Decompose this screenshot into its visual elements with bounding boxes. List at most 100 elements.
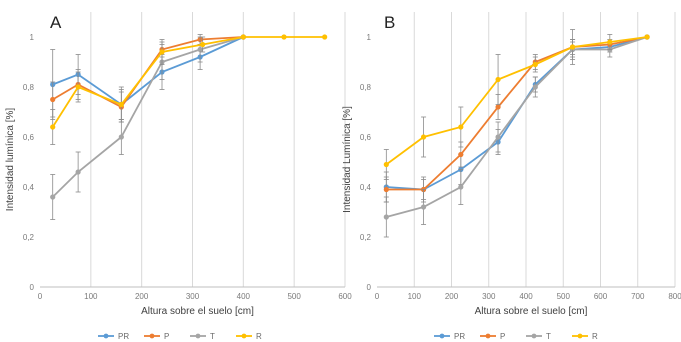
data-point [281, 34, 287, 40]
legend-label: PR [118, 332, 129, 341]
chart-panel-a: 0 100 200 300 400 500 600 0 0,2 0,4 0,6 0,8 1 Altura … [5, 12, 352, 341]
legend-item-p: P [144, 332, 169, 341]
y-tick-label: 1 [367, 33, 372, 42]
data-point [118, 101, 124, 108]
data-point [159, 49, 165, 55]
legend-label: R [592, 332, 598, 341]
data-point [644, 34, 650, 40]
y-tick-label: 0,4 [360, 183, 372, 192]
legend-swatch-marker [103, 333, 109, 339]
x-tick-label: 100 [408, 292, 422, 301]
chart-panel-b: 0 100 200 300 400 500 600 700 800 0 0,2 0,4 0,6 0,8 1 A… [342, 12, 681, 341]
legend-label: T [546, 332, 551, 341]
x-tick-label: 200 [135, 292, 149, 301]
series-line [52, 36, 244, 198]
panel-label: B [384, 13, 395, 32]
data-point [383, 161, 389, 168]
data-point [197, 46, 203, 53]
data-point [532, 61, 538, 68]
y-tick-label: 0,8 [23, 83, 35, 92]
y-tick-label: 0 [30, 283, 35, 292]
data-point [322, 34, 328, 40]
x-axis-title: Altura sobre el suelo [cm] [141, 306, 254, 317]
series-line [386, 36, 648, 191]
legend-swatch-marker [439, 333, 445, 339]
data-point [50, 194, 56, 200]
x-tick-label: 600 [594, 292, 608, 301]
y-axis-title: Intensidad lumínica [%] [5, 108, 16, 212]
data-point [458, 124, 464, 130]
data-point [458, 184, 464, 190]
x-tick-label: 400 [237, 292, 251, 301]
legend-item-t: T [526, 332, 551, 341]
series-t [383, 34, 650, 238]
y-tick-label: 1 [30, 33, 35, 42]
data-point [383, 186, 389, 193]
legend-label: P [164, 332, 169, 341]
data-point [75, 84, 81, 90]
legend-swatch-marker [531, 333, 537, 339]
series-line [52, 36, 244, 109]
y-tick-label: 0,8 [360, 83, 372, 92]
data-point [458, 151, 464, 158]
x-tick-label: 0 [38, 292, 43, 301]
x-tick-label: 500 [557, 292, 571, 301]
series-line [52, 36, 244, 106]
x-tick-label: 300 [482, 292, 496, 301]
legend-item-p: P [480, 332, 505, 341]
data-point [532, 84, 538, 90]
x-axis-title: Altura sobre el suelo [cm] [475, 306, 588, 317]
x-tick-label: 100 [84, 292, 98, 301]
x-tick-label: 300 [186, 292, 200, 301]
data-point [240, 34, 246, 40]
series-line [51, 36, 325, 128]
legend-swatch-marker [149, 333, 155, 339]
legend-swatch-marker [577, 333, 583, 339]
y-tick-label: 0 [367, 283, 372, 292]
y-tick-label: 0,4 [23, 183, 35, 192]
legend-label: PR [454, 332, 465, 341]
x-tick-label: 0 [375, 292, 380, 301]
x-tick-label: 400 [519, 292, 533, 301]
data-point [495, 76, 501, 83]
data-point [50, 96, 56, 103]
y-axis-title: Intensidad Lumínica [%] [342, 106, 353, 213]
x-tick-label: 700 [631, 292, 645, 301]
series-t [50, 34, 246, 220]
legend-item-r: R [236, 332, 262, 341]
series-r [383, 29, 650, 180]
series-line [386, 36, 648, 218]
y-tick-label: 0,6 [360, 133, 372, 142]
data-point [420, 204, 427, 210]
data-point [495, 134, 501, 140]
y-tick-label: 0,2 [360, 233, 372, 242]
legend-item-r: R [572, 332, 598, 341]
legend-label: R [256, 332, 262, 341]
data-point [118, 134, 124, 140]
x-tick-label: 200 [445, 292, 459, 301]
data-point [383, 214, 389, 220]
legend-item-pr: PR [434, 332, 465, 341]
panel-label: A [50, 13, 62, 32]
legend-swatch-marker [195, 333, 201, 339]
x-tick-label: 600 [338, 292, 352, 301]
data-point [200, 41, 206, 48]
series-pr [50, 34, 246, 123]
y-tick-label: 0,6 [23, 133, 35, 142]
legend-swatch-marker [241, 333, 247, 339]
data-point [607, 39, 613, 45]
data-point [75, 169, 81, 175]
series-p [50, 34, 246, 123]
x-tick-label: 500 [287, 292, 301, 301]
data-point [569, 44, 576, 50]
legend-label: P [500, 332, 505, 341]
legend-item-pr: PR [98, 332, 129, 341]
data-point [420, 134, 427, 140]
data-point [50, 124, 56, 130]
series-r [50, 34, 328, 145]
legend-item-t: T [190, 332, 215, 341]
series-line [385, 36, 648, 166]
y-tick-label: 0,2 [23, 233, 35, 242]
legend-swatch-marker [485, 333, 491, 339]
